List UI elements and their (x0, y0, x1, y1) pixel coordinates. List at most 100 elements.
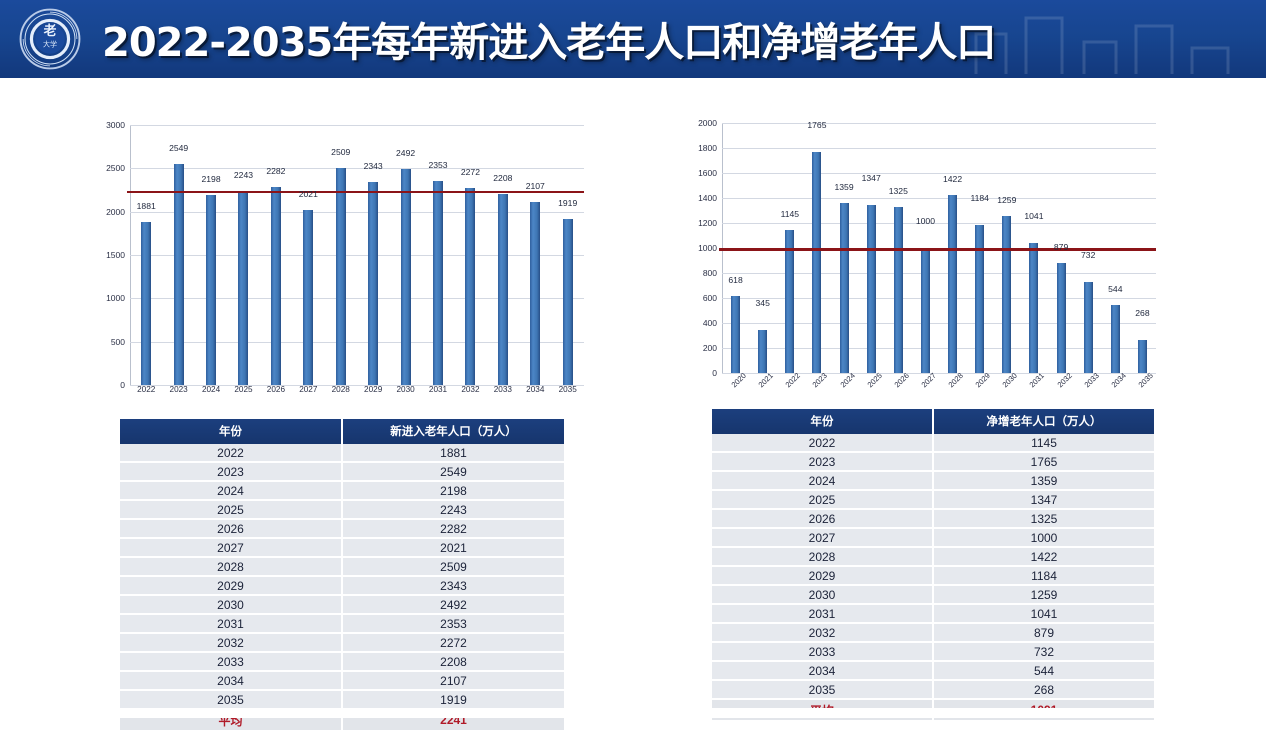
average-reference-line (127, 190, 584, 194)
bar-group: 1347 (858, 123, 885, 373)
bar (839, 203, 849, 373)
y-axis-tick-label: 0 (712, 368, 717, 378)
bar (465, 188, 476, 385)
column-header-value: 新进入老年人口（万人） (342, 419, 564, 444)
x-axis-tick-label: 2035 (558, 385, 577, 394)
y-axis-tick-label: 1000 (698, 243, 717, 253)
table-row: 2035 268 (712, 680, 1154, 700)
y-axis-tick-label: 1600 (698, 168, 717, 178)
chart-x-axis: 2020 2021 2022 2023 2024 2025 2026 2027 2028 2029… (722, 371, 1156, 413)
bar-group: 544 (1102, 123, 1129, 373)
cell-value: 1000 (933, 528, 1154, 548)
y-axis-tick-label: 600 (702, 293, 717, 303)
bar-group: 1184 (966, 123, 993, 373)
cell-value: 2343 (342, 576, 564, 596)
grid-line (722, 348, 1156, 349)
bar-group: 2492 (389, 125, 421, 385)
cell-value: 2492 (342, 595, 564, 615)
slide-body: 0 500 1000 1500 2000 2500 3000 1881 2549 2198 224… (0, 83, 1266, 732)
bar-group: 879 (1048, 123, 1075, 373)
grid-line (722, 373, 1156, 374)
cell-year: 2033 (712, 642, 934, 662)
cell-year: 2030 (712, 585, 934, 605)
y-axis-tick-label: 1400 (698, 193, 717, 203)
table-row: 2029 2343 (120, 576, 564, 596)
bar-value-label: 1325 (888, 186, 908, 197)
slide-header: 老 大学 2022-2035年每年新进入老年人口和净增老年人口 (0, 0, 1266, 78)
x-axis-tick-label: 2023 (169, 385, 188, 394)
table-row: 2032 2272 (120, 633, 564, 653)
grid-line (722, 198, 1156, 199)
bar (530, 202, 541, 385)
bar (948, 195, 958, 373)
chart-bars: 618 345 1145 1765 1359 1347 1325 1000 1422 1184 12… (722, 120, 1156, 373)
table-header-row: 年份 净增老年人口（万人） (712, 409, 1154, 434)
table-row: 2022 1145 (712, 434, 1154, 453)
x-axis-tick-label: 2030 (396, 385, 415, 394)
bar (368, 181, 379, 385)
bar-group: 1422 (939, 123, 966, 373)
bar-group: 2509 (325, 125, 357, 385)
cell-value: 2282 (342, 519, 564, 539)
x-axis-tick-label: 2026 (266, 385, 285, 394)
bar-group: 1881 (130, 125, 162, 385)
table-row: 2026 2282 (120, 519, 564, 539)
bar-group: 1259 (993, 123, 1020, 373)
bar-value-label: 1347 (861, 172, 881, 183)
cell-value: 2272 (342, 633, 564, 653)
table-row: 2034 2107 (120, 671, 564, 691)
bar-group: 2353 (422, 125, 454, 385)
bar-group: 2272 (454, 125, 486, 385)
bar-value-label: 1359 (834, 182, 854, 193)
bar (335, 167, 346, 385)
y-axis-tick-label: 0 (120, 380, 125, 390)
cell-year: 2024 (712, 471, 934, 491)
x-axis-tick-label: 2028 (331, 385, 350, 394)
header-divider (0, 78, 1266, 83)
cell-year: 2027 (712, 528, 934, 548)
chart-bars: 1881 2549 2198 2243 2282 2021 2509 2343 2492 2353… (130, 125, 584, 385)
cell-value: 1765 (933, 452, 1154, 472)
cell-value: 732 (933, 642, 1154, 662)
bar-group: 2198 (195, 125, 227, 385)
bar (400, 169, 411, 385)
bar (562, 218, 573, 385)
grid-line (130, 168, 584, 170)
bar-group: 2107 (519, 125, 551, 385)
x-axis-tick-label: 2035 (1136, 371, 1155, 390)
cell-value: 2243 (342, 500, 564, 520)
x-axis-tick-label: 2025 (234, 385, 253, 394)
grid-line (722, 123, 1156, 124)
bar-value-label: 618 (728, 274, 743, 285)
bar-group: 2282 (260, 125, 292, 385)
bar (893, 207, 903, 373)
cell-value: 1259 (933, 585, 1154, 605)
table-row: 2033 2208 (120, 652, 564, 672)
cell-year: 2028 (712, 547, 934, 567)
cell-value: 1359 (933, 471, 1154, 491)
bar (1056, 263, 1066, 373)
cell-year: 2030 (120, 595, 343, 615)
net-increase-elderly-table: 年份 净增老年人口（万人） 2022 1145 2023 1765 2024 1359 20… (712, 409, 1154, 722)
bar (758, 329, 768, 373)
grid-line (130, 385, 584, 386)
cell-value: 1184 (933, 566, 1154, 586)
chart-y-axis: 0 200 400 600 800 1000 1200 1400 1600 1800 2000 (688, 118, 722, 378)
cell-value: 2021 (342, 538, 564, 558)
cell-year: 2033 (120, 652, 343, 672)
cell-year: 2035 (120, 690, 343, 710)
cell-year: 2026 (712, 509, 934, 529)
table-row: 2026 1325 (712, 509, 1154, 529)
cell-year: 2029 (712, 566, 934, 586)
grid-line (130, 125, 584, 126)
bar-group: 1359 (831, 123, 858, 373)
y-axis-tick-label: 3000 (106, 120, 125, 130)
bar-group: 1325 (885, 123, 912, 373)
bar-group: 2549 (162, 125, 194, 385)
bar (866, 204, 876, 373)
bar-value-label: 2208 (493, 172, 513, 183)
bar-value-label: 2272 (460, 167, 480, 178)
table-row: 2024 1359 (712, 471, 1154, 491)
cell-value: 2353 (342, 614, 564, 634)
